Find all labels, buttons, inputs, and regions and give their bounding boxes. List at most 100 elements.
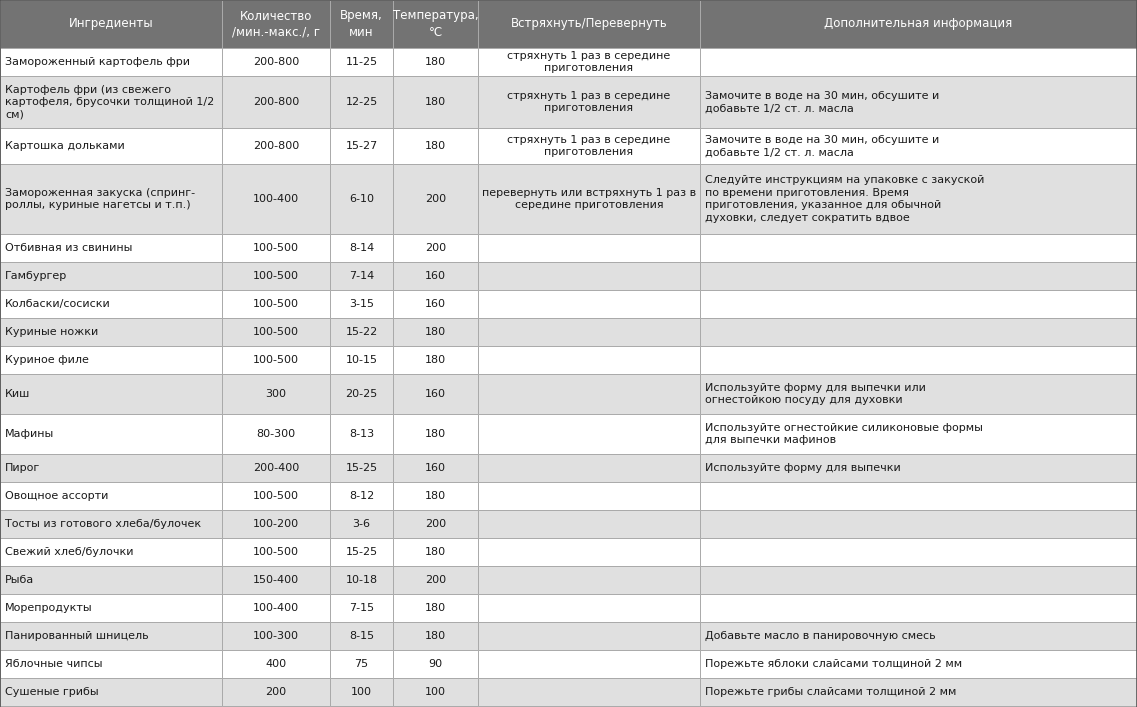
Bar <box>330 414 393 454</box>
Bar <box>478 164 700 234</box>
Text: 100-200: 100-200 <box>252 519 299 529</box>
Text: 180: 180 <box>425 631 446 641</box>
Bar <box>0 678 222 706</box>
Text: Температура,
°С: Температура, °С <box>392 9 479 38</box>
Bar <box>0 164 222 234</box>
Text: 200-800: 200-800 <box>252 57 299 67</box>
Bar <box>478 510 700 538</box>
Bar <box>393 454 478 482</box>
Bar <box>700 510 1137 538</box>
Text: 90: 90 <box>429 659 442 669</box>
Bar <box>700 454 1137 482</box>
Bar <box>222 566 330 594</box>
Text: 100-500: 100-500 <box>254 243 299 253</box>
Bar <box>330 538 393 566</box>
Bar <box>478 290 700 318</box>
Text: 100-500: 100-500 <box>254 355 299 365</box>
Text: 180: 180 <box>425 603 446 613</box>
Text: 80-300: 80-300 <box>257 429 296 439</box>
Bar <box>700 566 1137 594</box>
Text: 180: 180 <box>425 141 446 151</box>
Text: 180: 180 <box>425 491 446 501</box>
Bar <box>393 76 478 128</box>
Bar <box>700 346 1137 374</box>
Text: 100-500: 100-500 <box>254 327 299 337</box>
Bar <box>393 538 478 566</box>
Bar <box>330 678 393 706</box>
Bar <box>393 622 478 650</box>
Text: 180: 180 <box>425 57 446 67</box>
Bar <box>222 318 330 346</box>
Bar <box>700 594 1137 622</box>
Text: 75: 75 <box>355 659 368 669</box>
Text: 180: 180 <box>425 355 446 365</box>
Text: Колбаски/сосиски: Колбаски/сосиски <box>5 299 110 309</box>
Bar <box>222 262 330 290</box>
Text: стряхнуть 1 раз в середине
приготовления: стряхнуть 1 раз в середине приготовления <box>507 90 671 113</box>
Bar <box>478 318 700 346</box>
Bar <box>393 594 478 622</box>
Text: 160: 160 <box>425 463 446 473</box>
Bar <box>478 414 700 454</box>
Text: Замочите в воде на 30 мин, обсушите и
добавьте 1/2 ст. л. масла: Замочите в воде на 30 мин, обсушите и до… <box>705 135 939 157</box>
Bar <box>0 262 222 290</box>
Bar <box>700 482 1137 510</box>
Bar <box>0 706 222 707</box>
Text: Овощное ассорти: Овощное ассорти <box>5 491 108 501</box>
Bar <box>330 706 393 707</box>
Bar <box>393 706 478 707</box>
Text: 100-400: 100-400 <box>252 194 299 204</box>
Text: Куриное филе: Куриное филе <box>5 355 89 365</box>
Bar <box>222 678 330 706</box>
Bar <box>0 538 222 566</box>
Bar <box>700 318 1137 346</box>
Text: Панированный шницель: Панированный шницель <box>5 631 149 641</box>
Text: 20-25: 20-25 <box>346 389 377 399</box>
Bar <box>222 650 330 678</box>
Text: 200: 200 <box>425 194 446 204</box>
Bar <box>700 706 1137 707</box>
Bar <box>0 622 222 650</box>
Bar <box>330 622 393 650</box>
Text: Пирог: Пирог <box>5 463 40 473</box>
Bar <box>0 566 222 594</box>
Text: 180: 180 <box>425 547 446 557</box>
Bar <box>0 650 222 678</box>
Text: 100: 100 <box>351 687 372 697</box>
Bar <box>330 0 393 48</box>
Bar <box>478 706 700 707</box>
Text: 160: 160 <box>425 271 446 281</box>
Bar <box>0 346 222 374</box>
Bar <box>478 128 700 164</box>
Text: 300: 300 <box>266 389 287 399</box>
Bar <box>478 76 700 128</box>
Text: Морепродукты: Морепродукты <box>5 603 92 613</box>
Bar <box>330 346 393 374</box>
Text: 150-400: 150-400 <box>252 575 299 585</box>
Bar <box>330 374 393 414</box>
Bar <box>222 76 330 128</box>
Text: 180: 180 <box>425 327 446 337</box>
Text: 6-10: 6-10 <box>349 194 374 204</box>
Text: 7-15: 7-15 <box>349 603 374 613</box>
Bar <box>700 650 1137 678</box>
Bar <box>478 454 700 482</box>
Bar <box>330 262 393 290</box>
Text: 11-25: 11-25 <box>346 57 377 67</box>
Text: Замороженный картофель фри: Замороженный картофель фри <box>5 57 190 67</box>
Text: 200: 200 <box>425 575 446 585</box>
Bar <box>0 76 222 128</box>
Text: Замороженная закуска (спринг-
роллы, куриные нагетсы и т.п.): Замороженная закуска (спринг- роллы, кур… <box>5 188 196 210</box>
Bar <box>330 594 393 622</box>
Bar <box>330 76 393 128</box>
Bar <box>222 234 330 262</box>
Bar <box>700 48 1137 76</box>
Bar <box>222 538 330 566</box>
Text: 15-22: 15-22 <box>346 327 377 337</box>
Text: 7-14: 7-14 <box>349 271 374 281</box>
Bar <box>393 678 478 706</box>
Bar <box>330 510 393 538</box>
Text: 200: 200 <box>425 243 446 253</box>
Bar <box>478 0 700 48</box>
Bar <box>700 678 1137 706</box>
